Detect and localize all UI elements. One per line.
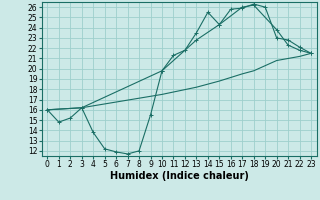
X-axis label: Humidex (Indice chaleur): Humidex (Indice chaleur): [110, 171, 249, 181]
